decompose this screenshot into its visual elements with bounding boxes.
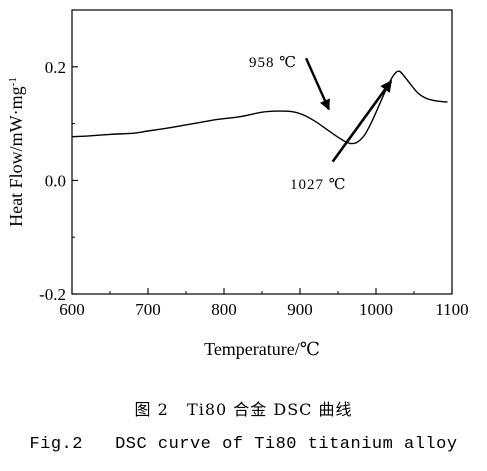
x-axis-title: Temperature/℃: [204, 339, 320, 359]
axis-tick-labels: 600 700 800 900 1000 1100 -0.2 0.0 0.2: [39, 58, 469, 319]
dsc-chart: 600 700 800 900 1000 1100 -0.2 0.0 0.2 958 ℃ 1027…: [6, 9, 469, 359]
annotation-arrow: [304, 57, 330, 111]
y-axis-title-superscript: -1: [7, 77, 19, 86]
x-tick-label: 1000: [359, 300, 393, 319]
x-tick-label: 800: [211, 300, 237, 319]
x-tick-label: 1100: [435, 300, 468, 319]
x-tick-label: 700: [135, 300, 161, 319]
y-tick-label: 0.0: [45, 171, 66, 190]
y-axis-title-main: Heat Flow/mW·mg: [6, 86, 26, 226]
y-tick-label: -0.2: [39, 285, 66, 304]
annotation-label: 1027 ℃: [290, 177, 347, 193]
annotation-label: 958 ℃: [249, 55, 297, 71]
plot-frame: [71, 9, 453, 295]
annotations: 958 ℃ 1027 ℃: [249, 55, 393, 193]
annotation-arrow: [331, 80, 393, 163]
y-axis-title: Heat Flow/mW·mg-1: [6, 77, 26, 227]
y-tick-label: 0.2: [45, 58, 66, 77]
x-tick-label: 600: [59, 300, 85, 319]
figure-caption-chinese: 图 2 Ti80 合金 DSC 曲线: [134, 400, 353, 419]
x-tick-label: 900: [287, 300, 313, 319]
axis-ticks: [71, 66, 453, 295]
figure-caption-english: Fig.2 DSC curve of Ti80 titanium alloy: [29, 435, 458, 454]
